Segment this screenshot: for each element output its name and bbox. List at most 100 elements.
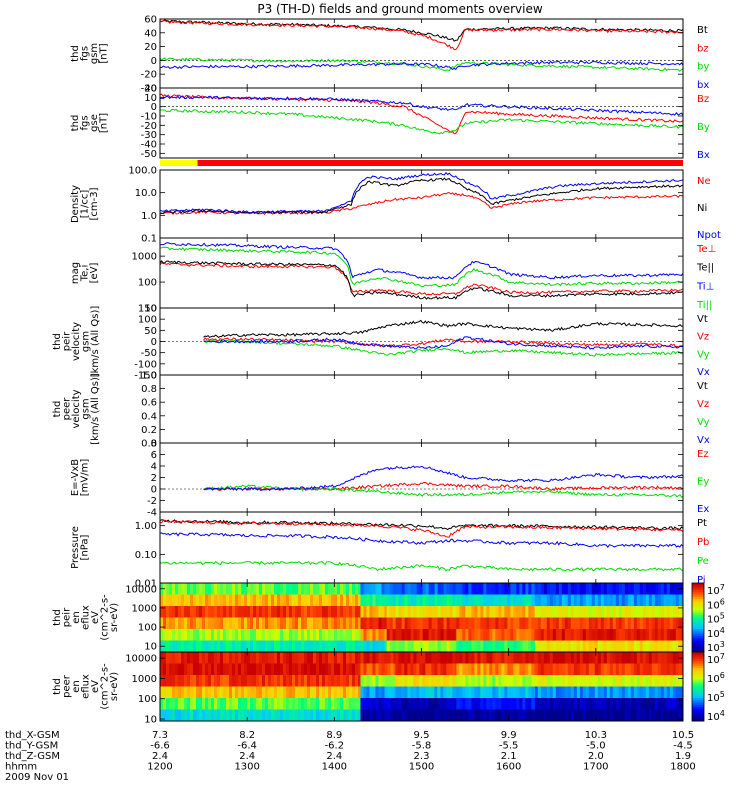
colorbar-exponent: 5 <box>720 690 725 699</box>
spec-cell <box>522 652 526 664</box>
spec-cell <box>462 617 466 630</box>
spec-cell <box>214 675 218 687</box>
spec-cell <box>534 709 539 721</box>
spec-cell <box>642 663 647 676</box>
spec-cell <box>410 629 415 641</box>
spec-cell <box>534 583 539 595</box>
spec-cell <box>657 617 662 630</box>
spec-cell <box>398 583 403 595</box>
spec-cell <box>675 698 680 710</box>
spec-cell <box>422 640 427 652</box>
spec-cell <box>492 594 496 607</box>
spec-cell <box>630 640 635 652</box>
spec-cell <box>413 629 418 641</box>
spec-cell <box>534 698 539 710</box>
spec-cell <box>681 629 683 641</box>
spec-cell <box>446 652 450 664</box>
spec-cell <box>169 686 173 699</box>
spec-cell <box>184 640 188 652</box>
spec-cell <box>214 583 218 595</box>
spec-cell <box>504 583 508 595</box>
spec-cell <box>404 675 408 687</box>
spec-cell <box>172 675 176 687</box>
spec-cell <box>250 583 254 595</box>
spec-cell <box>504 686 508 699</box>
spec-cell <box>459 652 463 664</box>
spec-cell <box>369 663 373 676</box>
spec-cell <box>552 709 557 721</box>
spec-cell <box>669 606 674 618</box>
spec-cell <box>561 686 566 699</box>
spec-cell <box>627 698 632 710</box>
spec-cell <box>504 675 508 687</box>
spec-cell <box>292 698 296 710</box>
spec-cell <box>235 675 239 687</box>
spec-cell <box>340 709 344 721</box>
spec-cell <box>633 629 638 641</box>
spec-cell <box>516 594 520 607</box>
spec-cell <box>528 709 532 721</box>
spec-cell <box>498 675 502 687</box>
spec-cell <box>289 640 293 652</box>
spec-cell <box>513 583 517 595</box>
spec-cell <box>588 686 593 699</box>
spec-cell <box>428 663 432 676</box>
spec-cell <box>663 709 668 721</box>
spec-cell <box>199 663 203 676</box>
spec-cell <box>390 709 394 721</box>
y-label-line: eV <box>90 680 101 693</box>
spec-cell <box>304 686 308 699</box>
legend-item: Pi <box>697 575 706 586</box>
spec-cell <box>624 652 629 664</box>
spec-cell <box>410 606 415 618</box>
spec-cell <box>384 652 388 664</box>
spec-cell <box>378 652 382 664</box>
spec-cell <box>431 652 435 664</box>
spec-cell <box>606 629 611 641</box>
spec-cell <box>552 617 557 630</box>
spec-cell <box>271 686 275 699</box>
spec-cell <box>250 698 254 710</box>
spec-cell <box>319 709 323 721</box>
spec-cell <box>175 606 179 618</box>
spec-cell <box>283 663 287 676</box>
spec-cell <box>657 640 662 652</box>
spec-cell <box>564 594 569 607</box>
spec-cell <box>582 686 587 699</box>
spec-cell <box>410 583 415 595</box>
spec-cell <box>600 675 605 687</box>
spec-cell <box>606 640 611 652</box>
spec-cell <box>229 686 233 699</box>
spec-cell <box>510 594 514 607</box>
spec-cell <box>328 594 332 607</box>
spec-cell <box>618 675 623 687</box>
spec-cell <box>582 606 587 618</box>
spec-cell <box>648 617 653 630</box>
spec-cell <box>522 686 526 699</box>
spec-cell <box>483 640 487 652</box>
spec-cell <box>501 652 505 664</box>
spec-cell <box>298 583 302 595</box>
spec-cell <box>621 686 626 699</box>
spectrogram-peer_spec <box>160 652 683 721</box>
spec-cell <box>498 663 502 676</box>
spec-cell <box>268 652 272 664</box>
spec-cell <box>591 583 596 595</box>
spec-cell <box>184 629 188 641</box>
spec-cell <box>363 606 367 618</box>
spec-cell <box>407 594 412 607</box>
spec-cell <box>606 583 611 595</box>
colorbar-step <box>692 693 704 697</box>
spec-cell <box>558 640 563 652</box>
spec-cell <box>480 617 484 630</box>
spec-cell <box>232 709 236 721</box>
spec-cell <box>214 606 218 618</box>
ephemeris-label: thd_Y-GSM <box>5 741 58 752</box>
spec-cell <box>443 617 448 630</box>
spec-cell <box>366 663 370 676</box>
spec-cell <box>507 686 511 699</box>
spec-cell <box>675 675 680 687</box>
